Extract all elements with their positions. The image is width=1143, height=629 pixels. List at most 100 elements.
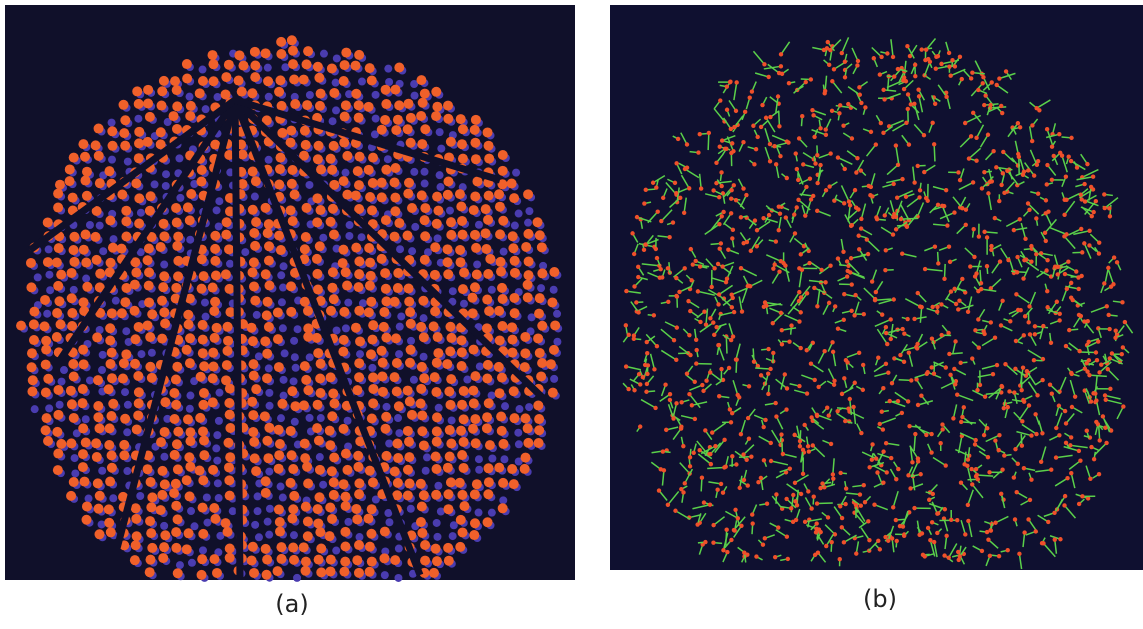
atom — [824, 188, 828, 192]
orange-atom — [339, 176, 349, 186]
atom — [1023, 314, 1027, 318]
orange-atom — [521, 453, 531, 463]
orange-atom — [133, 410, 143, 420]
atom — [1026, 201, 1030, 205]
orange-atom — [405, 479, 415, 489]
atom — [842, 318, 846, 322]
atom — [995, 83, 999, 87]
orange-atom — [355, 336, 365, 346]
atom — [890, 381, 894, 385]
atom — [802, 423, 806, 427]
atom — [997, 199, 1001, 203]
orange-atom — [301, 140, 311, 150]
orange-atom — [134, 322, 144, 332]
atom — [892, 74, 896, 78]
atom — [1063, 409, 1067, 413]
atom — [815, 304, 819, 308]
atom — [766, 75, 770, 79]
atom — [973, 274, 977, 278]
orange-atom — [130, 306, 140, 316]
orange-atom — [354, 50, 364, 60]
orange-atom — [469, 205, 479, 215]
orange-atom — [303, 517, 313, 527]
orange-atom — [286, 126, 296, 136]
orange-atom — [341, 267, 351, 277]
atom — [1028, 498, 1032, 502]
atom — [804, 348, 808, 352]
orange-atom — [303, 332, 313, 342]
orange-atom — [286, 307, 296, 317]
atom — [1103, 393, 1107, 397]
atom — [953, 64, 957, 68]
orange-atom — [329, 294, 339, 304]
atom — [989, 528, 993, 532]
orange-atom — [520, 362, 530, 372]
orange-atom — [185, 436, 195, 446]
orange-atom — [221, 518, 231, 528]
atom — [688, 455, 692, 459]
blue-atom — [381, 571, 389, 579]
atom — [917, 94, 921, 98]
atom — [656, 209, 660, 213]
atom — [823, 89, 827, 93]
blue-atom — [475, 221, 483, 229]
atom — [831, 476, 835, 480]
atom — [881, 427, 885, 431]
atom — [1044, 211, 1048, 215]
atom — [837, 111, 841, 115]
blue-atom — [151, 180, 159, 188]
orange-atom — [52, 258, 62, 268]
atom — [1021, 276, 1025, 280]
orange-atom — [108, 243, 118, 253]
atom — [1089, 445, 1093, 449]
atom — [751, 124, 755, 128]
atom — [894, 227, 898, 231]
blue-atom — [410, 376, 418, 384]
orange-atom — [313, 348, 323, 358]
atom — [685, 371, 689, 375]
atom — [714, 161, 718, 165]
atom — [814, 521, 818, 525]
atom — [793, 481, 797, 485]
orange-atom — [404, 178, 414, 188]
orange-atom — [393, 115, 403, 125]
atom — [1087, 373, 1091, 377]
atom — [985, 235, 989, 239]
orange-atom — [290, 190, 300, 200]
orange-atom — [537, 358, 547, 368]
orange-atom — [354, 372, 364, 382]
blue-atom — [420, 314, 428, 322]
blue-atom — [280, 392, 288, 400]
atom — [694, 348, 698, 352]
atom — [952, 287, 956, 291]
atom — [685, 142, 689, 146]
orange-atom — [327, 165, 337, 175]
orange-atom — [299, 75, 309, 85]
atom — [1120, 352, 1124, 356]
atom — [779, 311, 783, 315]
orange-atom — [145, 332, 155, 342]
atom — [677, 290, 681, 294]
atom — [999, 323, 1003, 327]
atom — [886, 539, 890, 543]
atom — [784, 215, 788, 219]
atom — [928, 60, 932, 64]
atom — [674, 358, 678, 362]
atom — [1006, 405, 1010, 409]
atom — [1029, 478, 1033, 482]
atom — [1094, 350, 1098, 354]
atom — [755, 244, 759, 248]
atom — [1034, 216, 1038, 220]
orange-atom — [547, 297, 557, 307]
atom — [1012, 390, 1016, 394]
atom — [1026, 168, 1030, 172]
atom — [896, 467, 900, 471]
orange-atom — [157, 334, 167, 344]
orange-atom — [316, 388, 326, 398]
orange-atom — [381, 215, 391, 225]
blue-atom — [214, 479, 222, 487]
orange-atom — [41, 425, 51, 435]
atom — [1110, 351, 1114, 355]
atom — [1012, 228, 1016, 232]
orange-atom — [365, 63, 375, 73]
